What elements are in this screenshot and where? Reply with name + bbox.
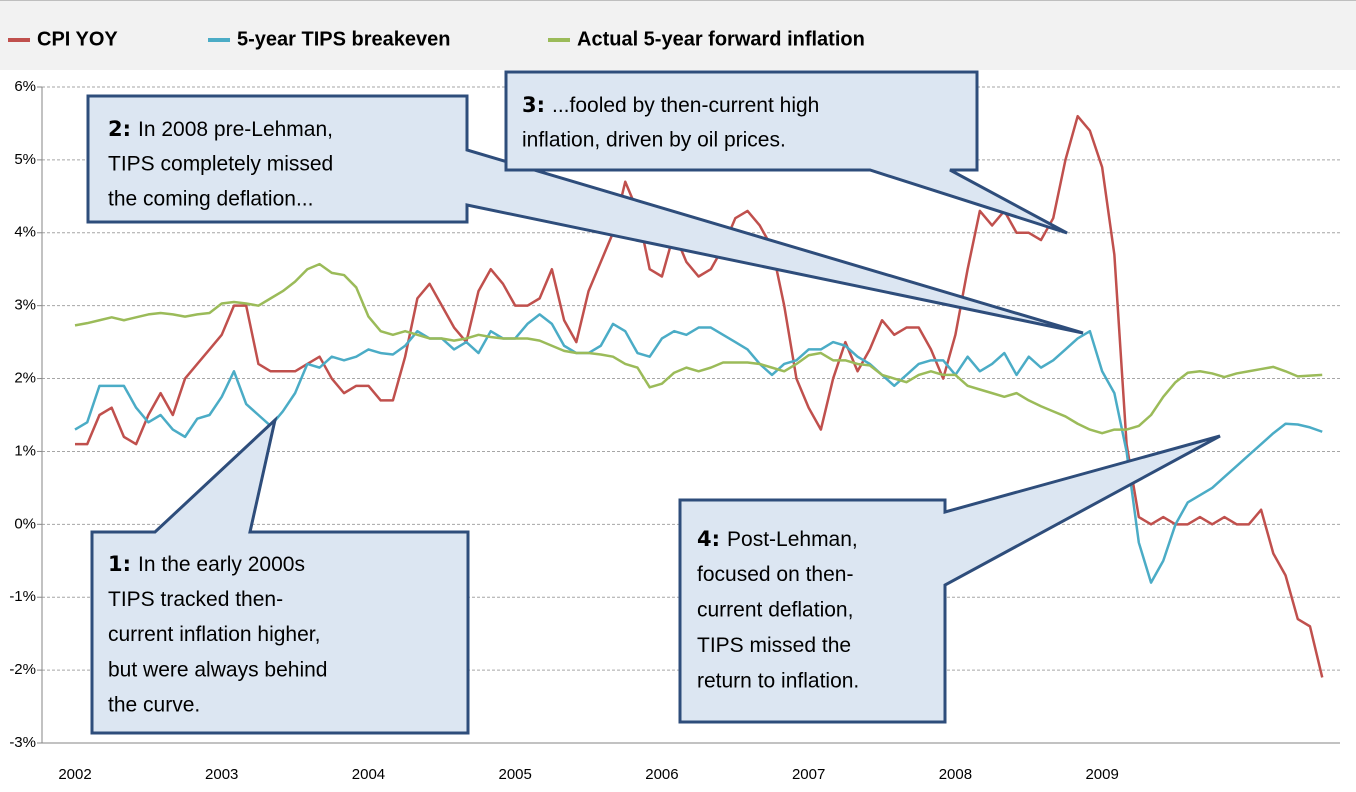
- y-tick-label: -1%: [9, 588, 36, 605]
- series-line: [75, 114, 1324, 678]
- callout-line: inflation, driven by oil prices.: [522, 129, 786, 152]
- legend-background: [0, 0, 1356, 70]
- callout-line: TIPS tracked then-: [108, 588, 283, 611]
- callout-text: In 2008 pre-Lehman,: [138, 118, 333, 141]
- y-tick-label: 0%: [14, 515, 36, 532]
- legend-label: CPI YOY: [37, 28, 118, 50]
- y-tick-label: 6%: [14, 78, 36, 95]
- callout-label: 2:: [108, 117, 131, 141]
- callout-text: Post-Lehman,: [727, 528, 858, 551]
- series-line: [74, 262, 1323, 435]
- callout-line: but were always behind: [108, 658, 327, 681]
- y-tick-label: 4%: [14, 224, 36, 241]
- x-tick-label: 2008: [939, 766, 972, 783]
- x-tick-label: 2005: [499, 766, 532, 783]
- callout-line: TIPS completely missed: [108, 153, 333, 176]
- callout-line: return to inflation.: [697, 670, 859, 693]
- callout-line: TIPS missed the: [697, 634, 851, 657]
- y-tick-label: 2%: [14, 370, 36, 387]
- x-tick-label: 2006: [645, 766, 678, 783]
- callout-line: 1: In the early 2000s: [108, 552, 305, 576]
- callout-line: 4: Post-Lehman,: [697, 527, 858, 551]
- callout-label: 1:: [108, 552, 131, 576]
- y-tick-label: -2%: [9, 661, 36, 678]
- callout-box: [90, 415, 470, 735]
- callout-line: 3: ...fooled by then-current high: [522, 93, 819, 117]
- callout-line: focused on then-: [697, 563, 853, 586]
- legend-label: 5-year TIPS breakeven: [237, 28, 450, 50]
- callout-box: [86, 94, 1084, 335]
- callout-line: 2: In 2008 pre-Lehman,: [108, 117, 333, 141]
- y-tick-label: 3%: [14, 297, 36, 314]
- x-tick-label: 2002: [58, 766, 91, 783]
- callout-line: current deflation,: [697, 599, 853, 622]
- callout-box: [678, 434, 1221, 724]
- callout-box: [504, 70, 1068, 235]
- series-line: [74, 313, 1323, 584]
- callout-text: ...fooled by then-current high: [552, 94, 819, 117]
- x-tick-label: 2003: [205, 766, 238, 783]
- x-tick-label: 2009: [1085, 766, 1118, 783]
- x-tick-label: 2004: [352, 766, 385, 783]
- callout-label: 4:: [697, 527, 720, 551]
- callout-line: current inflation higher,: [108, 623, 320, 646]
- y-tick-label: 5%: [14, 151, 36, 168]
- callout-line: the coming deflation...: [108, 188, 313, 211]
- callout-line: the curve.: [108, 694, 200, 717]
- x-tick-label: 2007: [792, 766, 825, 783]
- legend-label: Actual 5-year forward inflation: [577, 28, 865, 50]
- callout-label: 3:: [522, 93, 545, 117]
- y-tick-label: -3%: [9, 734, 36, 751]
- y-tick-label: 1%: [14, 442, 36, 459]
- callout-text: In the early 2000s: [138, 553, 305, 576]
